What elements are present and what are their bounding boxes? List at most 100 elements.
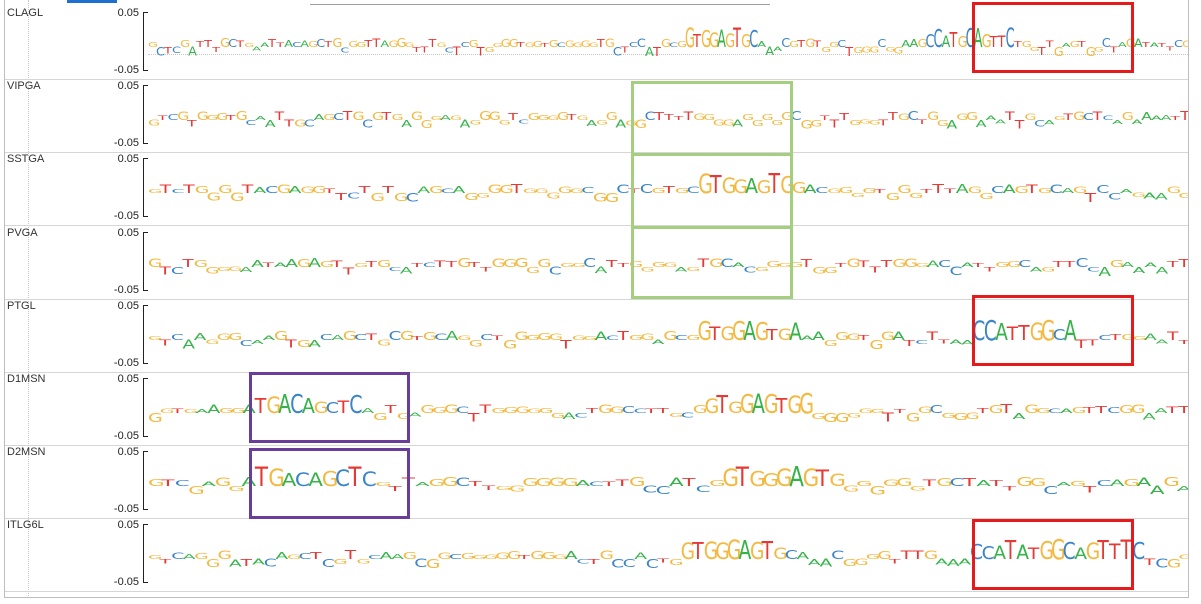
nucleotide-glyph: G <box>866 554 880 562</box>
highlight-box-purple <box>249 448 410 519</box>
nucleotide-glyph: T <box>709 171 722 200</box>
nucleotide-glyph: G <box>979 193 994 202</box>
nucleotide-glyph: G <box>629 334 643 342</box>
nucleotide-glyph: T <box>1177 404 1189 416</box>
nucleotide-glyph: G <box>847 332 861 342</box>
nucleotide-glyph: T <box>1017 321 1029 345</box>
nucleotide-glyph: A <box>300 39 309 50</box>
nucleotide-glyph: T <box>309 550 323 562</box>
nucleotide-glyph: G <box>640 332 654 342</box>
nucleotide-glyph: A <box>1060 408 1074 415</box>
nucleotide-glyph: T <box>997 34 1006 52</box>
nucleotide-glyph: T <box>357 185 371 196</box>
nucleotide-glyph: G <box>805 37 815 50</box>
nucleotide-glyph: G <box>530 550 544 562</box>
nucleotide-glyph: C <box>991 184 1004 196</box>
nucleotide-glyph: A <box>1143 411 1157 422</box>
nucleotide-glyph: G <box>308 39 318 49</box>
nucleotide-glyph: T <box>931 182 944 196</box>
nucleotide-glyph: G <box>898 112 910 123</box>
nucleotide-glyph: A <box>1132 119 1143 126</box>
nucleotide-glyph: G <box>274 328 288 343</box>
nucleotide-glyph: G <box>886 191 901 203</box>
nucleotide-glyph: C <box>837 37 846 49</box>
nucleotide-glyph: T <box>653 112 665 124</box>
nucleotide-glyph: T <box>1108 333 1121 342</box>
nucleotide-glyph: G <box>936 476 953 488</box>
nucleotide-glyph: G <box>294 119 306 130</box>
nucleotide-glyph: G <box>723 118 735 128</box>
nucleotide-glyph: G <box>663 261 677 268</box>
nucleotide-glyph: G <box>801 119 813 133</box>
nucleotide-glyph: G <box>915 262 929 268</box>
nucleotide-glyph: C <box>681 412 694 419</box>
tab-strip[interactable] <box>310 0 770 5</box>
nucleotide-glyph: G <box>1119 404 1134 416</box>
nucleotide-glyph: T <box>444 260 457 269</box>
nucleotide-glyph: C <box>687 186 700 196</box>
position-guide-line <box>28 0 29 597</box>
logo-track: PTGL 0.05 -0.05 G T C A A G G G C A A G T G A C A G C T G C G T G C A… <box>5 299 1188 373</box>
nucleotide-glyph: G <box>432 406 447 415</box>
nucleotide-glyph: G <box>968 186 983 196</box>
nucleotide-glyph: G <box>501 37 511 49</box>
nucleotide-glyph: C <box>456 405 469 416</box>
nucleotide-glyph: G <box>549 333 563 342</box>
logo-track: VIPGA 0.05 -0.05 G T C G T G G G T G C A A T T G C A G C T G C G T G… <box>5 79 1188 154</box>
nucleotide-glyph: G <box>549 476 566 490</box>
highlight-box-divider <box>631 226 793 229</box>
nucleotide-glyph: G <box>546 193 561 202</box>
nucleotide-glyph: C <box>441 188 454 195</box>
nucleotide-glyph: G <box>356 41 366 49</box>
nucleotide-glyph: T <box>988 479 1003 488</box>
nucleotide-glyph: G <box>869 119 881 126</box>
nucleotide-glyph: G <box>148 41 158 49</box>
nucleotide-glyph: G <box>686 266 700 272</box>
active-tab-indicator[interactable] <box>67 0 117 3</box>
nucleotide-glyph: G <box>1041 266 1055 273</box>
nucleotide-glyph: A <box>1118 41 1128 49</box>
nucleotide-glyph: A <box>289 185 303 196</box>
nucleotide-glyph: C <box>240 339 253 348</box>
nucleotide-glyph: G <box>1070 41 1080 50</box>
nucleotide-glyph: T <box>1142 558 1155 568</box>
nucleotide-glyph: G <box>789 39 799 49</box>
nucleotide-glyph: C <box>581 186 594 196</box>
nucleotide-glyph: A <box>409 412 423 418</box>
nucleotide-glyph: C <box>461 41 470 49</box>
nucleotide-glyph: G <box>1038 187 1053 195</box>
nucleotide-glyph: C <box>1107 406 1120 415</box>
nucleotide-glyph: G <box>218 549 232 562</box>
nucleotide-glyph: A <box>732 119 743 130</box>
nucleotide-glyph: A <box>1056 481 1071 488</box>
nucleotide-glyph: G <box>1122 111 1134 123</box>
nucleotide-glyph: A <box>645 44 654 59</box>
nucleotide-glyph: G <box>207 191 222 203</box>
nucleotide-glyph: T <box>937 339 951 345</box>
nucleotide-glyph: C <box>557 42 566 48</box>
nucleotide-glyph: T <box>322 188 335 195</box>
nucleotide-glyph: C <box>171 265 184 276</box>
nucleotide-glyph: A <box>1044 119 1056 126</box>
nucleotide-glyph: A <box>910 37 920 50</box>
nucleotide-glyph: A <box>282 470 297 491</box>
nucleotide-glyph: G <box>509 37 519 50</box>
nucleotide-glyph: G <box>442 476 459 490</box>
nucleotide-glyph: G <box>776 465 793 492</box>
y-tick-label-top: 0.05 <box>117 299 139 312</box>
nucleotide-glyph: A <box>745 175 758 199</box>
nucleotide-glyph: A <box>391 553 404 561</box>
nucleotide-glyph: G <box>457 256 471 270</box>
nucleotide-glyph: C <box>480 333 493 342</box>
nucleotide-glyph: C <box>696 484 711 494</box>
nucleotide-glyph: C <box>982 544 995 564</box>
nucleotide-glyph: G <box>472 555 486 561</box>
nucleotide-glyph: G <box>457 335 471 342</box>
genome-browser-panel: CLAGL 0.05 -0.05 G C T C G A T T T G C T G A A T T A C A G C T G C G… <box>4 0 1189 598</box>
nucleotide-glyph: G <box>394 191 409 204</box>
nucleotide-glyph: G <box>598 402 613 416</box>
nucleotide-glyph: T <box>559 338 572 352</box>
nucleotide-glyph: T <box>943 188 957 195</box>
nucleotide-glyph: G <box>148 478 165 489</box>
